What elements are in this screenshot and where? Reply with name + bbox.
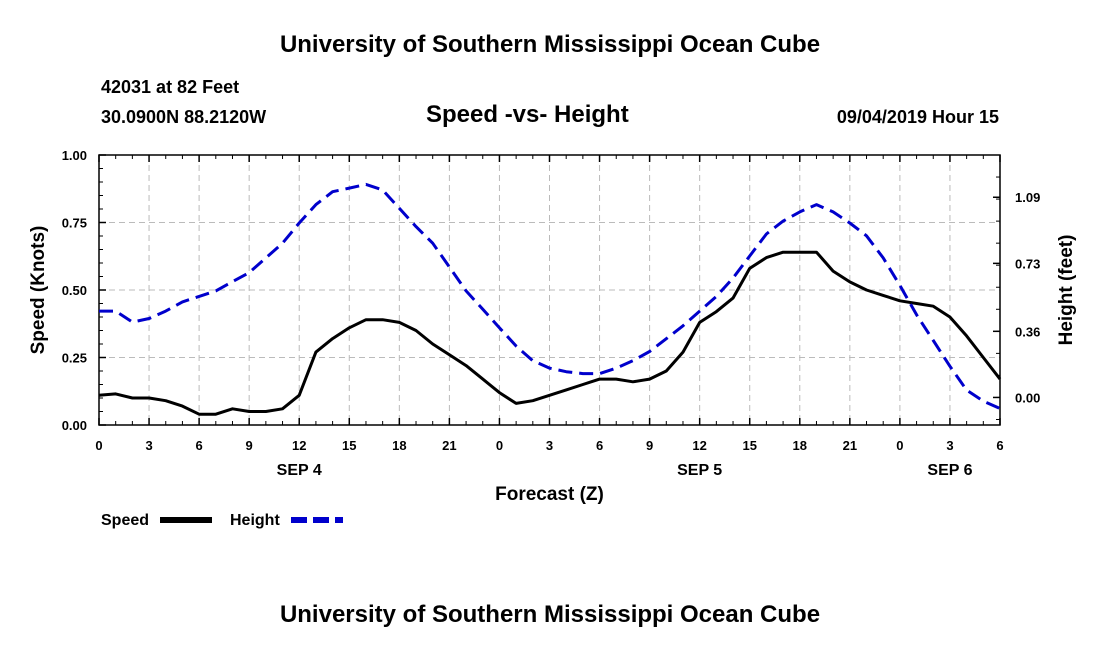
- x-tick-label: 0: [496, 438, 503, 453]
- station-label: 42031 at 82 Feet: [101, 77, 240, 97]
- x-tick-label: 3: [145, 438, 152, 453]
- height-series-line: [99, 182, 1001, 410]
- coordinates-label: 30.0900N 88.2120W: [101, 107, 267, 127]
- legend-label-speed: Speed: [101, 512, 149, 529]
- x-tick-label: 15: [742, 438, 756, 453]
- x-tick-label: 12: [292, 438, 306, 453]
- y2-axis-title: Height (feet): [1056, 235, 1077, 346]
- timestamp-label: 09/04/2019 Hour 15: [836, 107, 999, 127]
- date-label: SEP 4: [277, 462, 322, 479]
- y-tick-label: 0.50: [62, 283, 87, 298]
- y-axis-title: Speed (Knots): [28, 226, 49, 355]
- date-label: SEP 6: [927, 462, 972, 479]
- chart-title: Speed -vs- Height: [426, 101, 629, 128]
- x-tick-label: 12: [692, 438, 706, 453]
- speed-series-line: [98, 250, 1002, 416]
- x-tick-label: 0: [896, 438, 903, 453]
- x-tick-label: 15: [342, 438, 356, 453]
- y-tick-label: 0.75: [62, 216, 87, 231]
- x-tick-label: 18: [793, 438, 807, 453]
- x-tick-label: 3: [546, 438, 553, 453]
- x-tick-label: 9: [246, 438, 253, 453]
- x-tick-label: 0: [95, 438, 102, 453]
- y-tick-label: 0.00: [62, 418, 87, 433]
- y2-tick-label: 1.09: [1015, 190, 1040, 205]
- bottom-title: University of Southern Mississippi Ocean…: [279, 601, 821, 628]
- top-title: University of Southern Mississippi Ocean…: [279, 31, 821, 58]
- x-axis-title: Forecast (Z): [495, 484, 604, 505]
- y2-tick-label: 0.36: [1015, 324, 1040, 339]
- y-tick-label: 0.25: [62, 351, 87, 366]
- x-tick-label: 21: [843, 438, 857, 453]
- y2-tick-label: 0.00: [1015, 390, 1040, 405]
- x-tick-label: 3: [946, 438, 953, 453]
- x-tick-label: 9: [646, 438, 653, 453]
- x-tick-label: 6: [996, 438, 1003, 453]
- date-label: SEP 5: [677, 462, 722, 479]
- x-tick-label: 18: [392, 438, 406, 453]
- y2-tick-label: 0.73: [1015, 256, 1040, 271]
- x-tick-label: 6: [596, 438, 603, 453]
- y-tick-label: 1.00: [62, 148, 87, 163]
- x-tick-label: 6: [195, 438, 202, 453]
- legend-label-height: Height: [230, 512, 280, 529]
- x-tick-label: 21: [442, 438, 456, 453]
